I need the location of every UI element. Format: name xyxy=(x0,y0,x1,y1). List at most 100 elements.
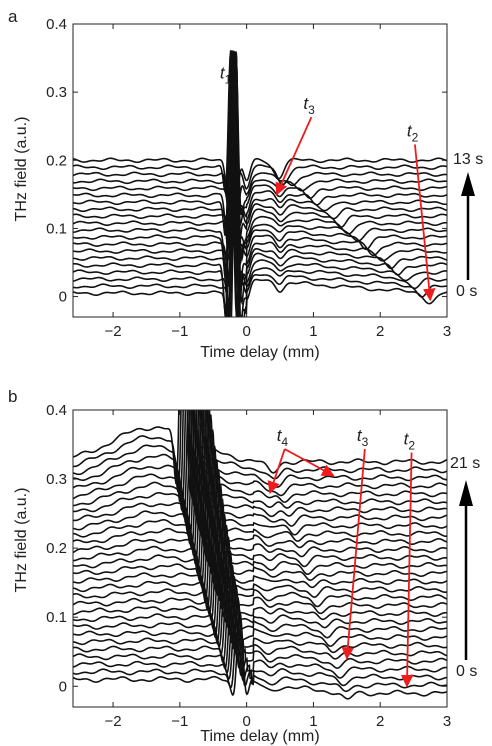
panel-a-label: a xyxy=(8,7,18,26)
y-tick-label-b-0: 0 xyxy=(59,678,67,695)
trace-a-17 xyxy=(73,51,447,205)
trace-b-0 xyxy=(73,610,447,700)
panel-a: a −2 −1 0 1 2 3 0 0.1 0.2 0.3 0.4 t1 t3 t2 THz field… xyxy=(8,7,483,361)
trace-a-2 xyxy=(73,51,447,317)
trace-b-26 xyxy=(73,410,447,519)
panel-b: b −2 −1 0 1 2 3 0 0.1 0.2 0.3 0.4 t1 t4 t3 t2 THz fie… xyxy=(8,387,480,745)
x-tick-label-a-0: 0 xyxy=(242,323,250,340)
panel-a-time-axis: 13 s 0 s xyxy=(453,151,483,300)
trace-b-13 xyxy=(73,445,447,611)
trace-b-27 xyxy=(73,410,447,508)
y-tick-label-b-0.3: 0.3 xyxy=(46,471,67,488)
panel-b-time-axis: 21 s 0 s xyxy=(450,455,480,680)
annotation-a-t3: t3 xyxy=(303,94,315,117)
panel-a-time-bottom-label: 0 s xyxy=(456,283,477,300)
y-tick-label-a-0.3: 0.3 xyxy=(46,84,67,101)
panel-b-ylabel: THz field (a.u.) xyxy=(13,488,30,593)
annotation-arrow2-b-t4 xyxy=(284,448,335,477)
trace-a-3 xyxy=(73,51,447,317)
x-tick-label-b-0: 0 xyxy=(242,713,250,730)
trace-b-5 xyxy=(73,548,447,664)
panel-b-time-bottom-label: 0 s xyxy=(456,663,477,680)
trace-b-15 xyxy=(73,414,447,596)
trace-a-16 xyxy=(73,51,447,216)
annotation-arrow-a-t3 xyxy=(275,116,313,196)
x-tick-label-b--2: −2 xyxy=(105,713,122,730)
trace-b-28 xyxy=(73,410,447,500)
trace-b-4 xyxy=(73,563,447,671)
trace-b-7 xyxy=(73,524,447,650)
annotation-arrow-b-t2 xyxy=(400,452,414,688)
trace-b-8 xyxy=(73,513,447,644)
annotation-arrow-b-t3 xyxy=(341,449,366,660)
annotation-b-t1: t1 xyxy=(197,416,209,439)
plot-frame-b xyxy=(72,409,448,708)
annotation-b-t2: t2 xyxy=(404,430,416,453)
trace-b-19 xyxy=(73,410,447,570)
annotation-a-t2: t2 xyxy=(407,121,419,144)
x-tick-label-a-2: 2 xyxy=(376,323,384,340)
panel-a-xlabel: Time delay (mm) xyxy=(200,344,319,361)
trace-a-7 xyxy=(73,52,447,294)
trace-a-10 xyxy=(73,51,447,268)
trace-a-12 xyxy=(73,52,447,247)
y-tick-label-a-0: 0 xyxy=(59,289,67,306)
x-tick-label-a--2: −2 xyxy=(105,323,122,340)
panel-b-traces xyxy=(73,410,447,700)
annotation-arrow-a-t2 xyxy=(414,144,436,302)
panel-a-annotations: t1 t3 t2 xyxy=(220,64,436,302)
trace-b-21 xyxy=(73,410,447,557)
x-tick-label-a-1: 1 xyxy=(309,323,317,340)
trace-a-11 xyxy=(73,53,447,262)
trace-b-9 xyxy=(73,498,447,639)
panel-b-axes: −2 −1 0 1 2 3 0 0.1 0.2 0.3 0.4 xyxy=(46,402,451,730)
trace-b-3 xyxy=(73,575,447,679)
y-tick-label-a-0.2: 0.2 xyxy=(46,152,67,169)
trace-a-14 xyxy=(73,49,447,230)
trace-b-22 xyxy=(73,410,447,549)
x-tick-label-b-3: 3 xyxy=(443,713,451,730)
annotation-arrow-b-t4 xyxy=(267,448,286,495)
trace-a-15 xyxy=(73,52,447,227)
x-tick-label-b-2: 2 xyxy=(376,713,384,730)
x-tick-label-b--1: −1 xyxy=(171,713,188,730)
y-tick-label-a-0.1: 0.1 xyxy=(46,220,67,237)
trace-b-17 xyxy=(73,410,447,586)
trace-b-14 xyxy=(73,429,447,604)
y-tick-label-b-0.4: 0.4 xyxy=(46,402,67,419)
trace-b-11 xyxy=(73,468,447,624)
trace-b-23 xyxy=(73,410,447,541)
trace-a-1 xyxy=(73,52,447,317)
trace-b-24 xyxy=(73,410,447,535)
trace-b-20 xyxy=(73,410,447,564)
annotation-b-t3: t3 xyxy=(357,426,369,449)
panel-b-annotations: t1 t4 t3 t2 xyxy=(197,416,416,688)
trace-a-0 xyxy=(73,51,447,317)
panel-a-ylabel: THz field (a.u.) xyxy=(13,117,30,222)
panel-b-xlabel: Time delay (mm) xyxy=(200,728,319,745)
panel-a-traces xyxy=(73,49,447,317)
panel-a-axes: −2 −1 0 1 2 3 0 0.1 0.2 0.3 0.4 xyxy=(46,16,451,340)
trace-a-9 xyxy=(73,50,447,270)
x-tick-label-b-1: 1 xyxy=(309,713,317,730)
trace-a-8 xyxy=(73,52,447,282)
trace-a-18 xyxy=(73,52,447,197)
panel-a-time-top-label: 13 s xyxy=(453,151,483,168)
x-tick-label-a--1: −1 xyxy=(171,323,188,340)
trace-b-10 xyxy=(73,484,447,631)
panel-b-time-arrowhead xyxy=(459,480,473,506)
trace-a-5 xyxy=(73,50,447,305)
trace-a-13 xyxy=(73,50,447,237)
annotation-b-t4: t4 xyxy=(277,426,289,449)
trace-b-6 xyxy=(73,536,447,655)
panel-b-time-top-label: 21 s xyxy=(450,455,480,472)
trace-b-16 xyxy=(73,410,447,593)
trace-a-19 xyxy=(73,53,447,188)
y-tick-label-b-0.2: 0.2 xyxy=(46,540,67,557)
trace-b-18 xyxy=(73,410,447,577)
y-tick-label-a-0.4: 0.4 xyxy=(46,16,67,33)
trace-b-12 xyxy=(73,459,447,619)
panel-a-time-arrowhead xyxy=(461,172,475,196)
panel-b-label: b xyxy=(8,387,17,406)
